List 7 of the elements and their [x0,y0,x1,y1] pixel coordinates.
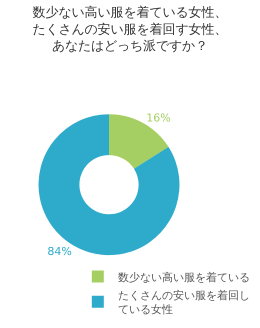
donut-slice [38,114,180,256]
chart-title: 数少ない高い服を着ている女性、たくさんの安い服を着回す女性、あなたはどっち派ですか？ [32,4,228,54]
legend-label: たくさんの安い服を着回している女性 [118,288,250,316]
donut-slice [109,114,168,169]
legend-label: 数少ない高い服を着ている [118,270,250,284]
data-label: 84% [47,244,72,258]
data-label: 16% [146,111,171,124]
